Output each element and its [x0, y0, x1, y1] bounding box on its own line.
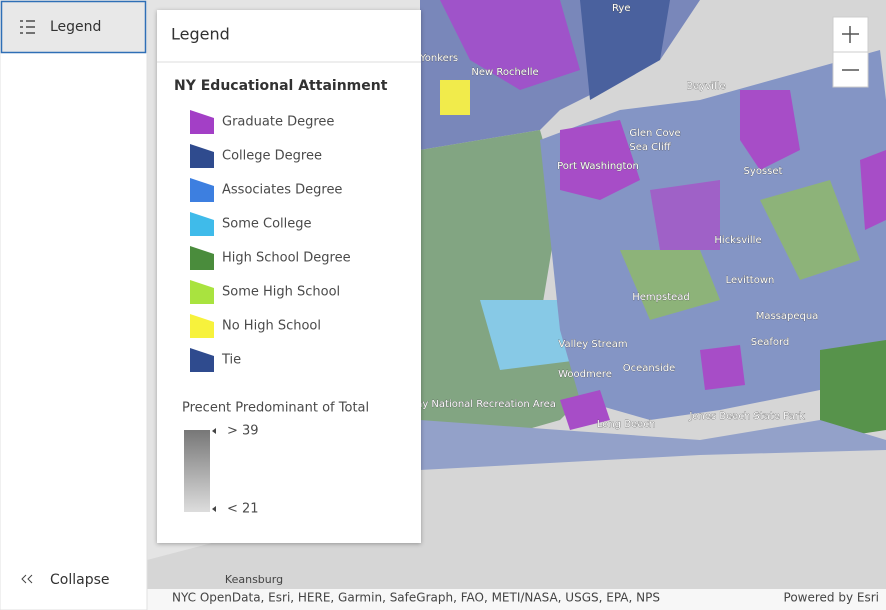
- tick: [212, 506, 216, 512]
- legend-swatch: [190, 212, 214, 236]
- legend-swatch: [190, 110, 214, 134]
- place-label: Seaford: [751, 337, 790, 348]
- zoom-controls: [832, 16, 869, 88]
- opacity-low: < 21: [227, 502, 259, 517]
- place-label: Sea Cliff: [629, 142, 671, 153]
- place-label: Gateway National Recreation Area: [384, 399, 556, 410]
- legend-title: Legend: [171, 25, 230, 44]
- opacity-high: > 39: [227, 424, 259, 439]
- opacity-ramp: [184, 430, 210, 512]
- place-label: Hempstead: [632, 292, 690, 303]
- legend-button-label[interactable]: Legend: [50, 19, 101, 35]
- place-label: Rye: [612, 3, 630, 14]
- legend-items: Graduate Degree College Degree Associates …: [190, 110, 351, 372]
- place-label: Bayville: [686, 81, 725, 92]
- legend-swatch: [190, 178, 214, 202]
- legend-swatch: [190, 314, 214, 338]
- place-label: Port Washington: [557, 161, 639, 172]
- legend-swatch: [190, 348, 214, 372]
- legend-item-label: No High School: [222, 319, 321, 334]
- attribution: NYC OpenData, Esri, HERE, Garmin, SafeGr…: [172, 591, 660, 605]
- legend-item-label: College Degree: [222, 149, 322, 164]
- map-place-labels: Rye Yonkers New Rochelle Bayville Glen C…: [225, 3, 819, 586]
- layer-title: NY Educational Attainment: [174, 78, 388, 94]
- place-label: Woodmere: [558, 369, 612, 380]
- place-label: Keansburg: [225, 573, 283, 586]
- place-label: Valley Stream: [558, 339, 627, 350]
- legend-item-label: Some College: [222, 217, 312, 232]
- place-label: Jones Beach State Park: [688, 411, 805, 422]
- place-label: Oceanside: [623, 363, 675, 374]
- list-icon: [20, 20, 35, 34]
- collapse-icon: [27, 574, 33, 584]
- place-label: Glen Cove: [629, 128, 680, 139]
- opacity-title: Precent Predominant of Total: [182, 401, 369, 416]
- legend-item-label: Associates Degree: [222, 183, 342, 198]
- legend-button[interactable]: [0, 0, 147, 54]
- place-label: Yonkers: [419, 53, 458, 64]
- collapse-button[interactable]: Collapse: [50, 572, 110, 588]
- legend-swatch: [190, 144, 214, 168]
- place-label: Hicksville: [714, 235, 761, 246]
- sidebar: [0, 0, 148, 610]
- place-label: Massapequa: [756, 311, 819, 322]
- legend-item-label: High School Degree: [222, 251, 351, 266]
- legend-item-label: Some High School: [222, 285, 340, 300]
- legend-swatch: [190, 246, 214, 270]
- legend-swatch: [190, 280, 214, 304]
- legend-item-label: Graduate Degree: [222, 115, 334, 130]
- collapse-icon: [21, 574, 27, 584]
- powered-by[interactable]: Powered by Esri: [784, 591, 879, 605]
- place-label: Syosset: [744, 166, 783, 177]
- legend-item-label: Tie: [221, 353, 241, 368]
- place-label: Levittown: [726, 275, 775, 286]
- place-label: New Rochelle: [471, 67, 538, 78]
- place-label: Long Beach: [597, 419, 655, 430]
- tick: [212, 428, 216, 434]
- attribution-bar: [147, 589, 886, 610]
